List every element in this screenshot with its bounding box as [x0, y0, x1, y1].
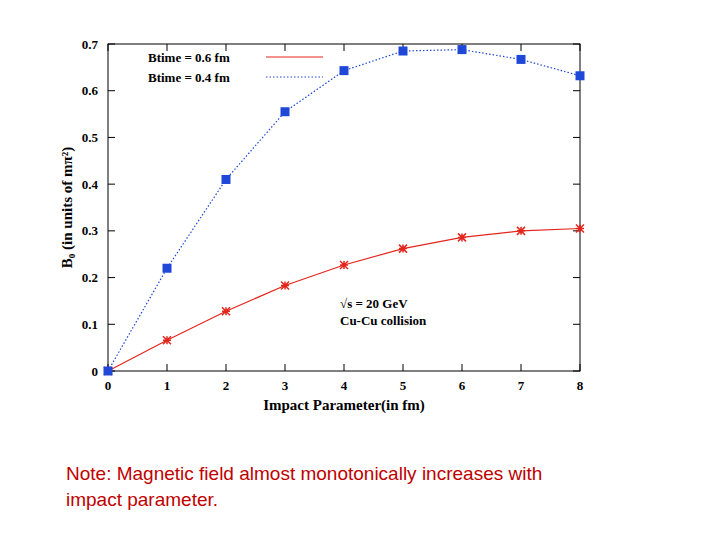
point: [399, 245, 407, 253]
y-tick: [573, 184, 580, 185]
x-tick: [344, 44, 345, 51]
y-tick: [108, 44, 115, 45]
x-tick: [167, 364, 168, 371]
point: [222, 307, 230, 315]
x-tick: [108, 44, 109, 51]
x-tick: [285, 44, 286, 51]
point: [104, 367, 113, 376]
y-tick-label: 0.3: [82, 223, 99, 238]
x-tick-label: 5: [400, 378, 407, 393]
note: Note: Magnetic field almost monotonicall…: [66, 461, 686, 513]
y-tick: [108, 184, 115, 185]
x-tick-label: 2: [223, 378, 230, 393]
point: [163, 264, 172, 273]
point: [458, 45, 467, 54]
point: [576, 71, 585, 80]
annotation: Cu-Cu collision: [340, 313, 427, 328]
y-tick-label: 0.5: [82, 130, 99, 145]
x-tick-label: 7: [518, 378, 525, 393]
legend-label: Btime = 0.6 fm: [148, 50, 230, 65]
y-tick-label: 0.2: [82, 270, 98, 285]
x-tick-label: 6: [459, 378, 466, 393]
y-tick: [108, 277, 115, 278]
x-tick: [285, 364, 286, 371]
point: [222, 175, 231, 184]
y-tick: [573, 324, 580, 325]
x-tick: [580, 364, 581, 371]
point: [517, 227, 525, 235]
legend-swatch: [266, 76, 323, 77]
point: [104, 367, 112, 375]
y-tick: [108, 90, 115, 91]
x-tick: [580, 44, 581, 51]
point: [340, 66, 349, 75]
plot-frame: [108, 44, 580, 371]
point: [163, 336, 171, 344]
y-tick-label: 0: [92, 364, 99, 379]
y-tick: [108, 137, 115, 138]
x-tick: [521, 364, 522, 371]
y-tick: [573, 44, 580, 45]
point: [517, 55, 526, 64]
point: [458, 233, 466, 241]
note-line: impact parameter.: [66, 487, 686, 513]
x-tick: [403, 364, 404, 371]
x-tick-label: 8: [577, 378, 584, 393]
point: [576, 225, 584, 233]
y-axis-label: B₀ (in units of mπ²): [59, 147, 76, 268]
plot-area: [104, 45, 585, 375]
y-tick: [573, 277, 580, 278]
x-tick: [521, 44, 522, 51]
x-tick-label: 0: [105, 378, 112, 393]
x-tick: [462, 364, 463, 371]
legend-swatch: [266, 56, 323, 57]
y-tick: [108, 230, 115, 231]
y-tick: [573, 371, 580, 372]
y-tick: [573, 137, 580, 138]
point: [281, 107, 290, 116]
y-tick: [573, 90, 580, 91]
x-tick: [226, 364, 227, 371]
series-line: [108, 50, 580, 371]
legend-label: Btime = 0.4 fm: [148, 70, 230, 85]
x-tick-label: 4: [341, 378, 348, 393]
note-line: Note: Magnetic field almost monotonicall…: [66, 461, 686, 487]
annotation: √s = 20 GeV: [340, 296, 408, 311]
point: [281, 282, 289, 290]
y-tick-label: 0.7: [82, 37, 99, 52]
point: [399, 47, 408, 56]
point: [340, 261, 348, 269]
y-tick-label: 0.1: [82, 317, 98, 332]
y-tick: [108, 324, 115, 325]
x-tick-label: 1: [164, 378, 171, 393]
y-tick-label: 0.4: [82, 177, 99, 192]
y-tick-label: 0.6: [82, 83, 99, 98]
x-tick-label: 3: [282, 378, 289, 393]
chart: 0 1 2 3 4 5 6 7 8 0 0.1 0.2 0.3 0.4 0.5 0.6 0.7 Impact Pa…: [0, 0, 720, 540]
x-axis-label: Impact Parameter(in fm): [263, 397, 425, 414]
x-tick: [344, 364, 345, 371]
